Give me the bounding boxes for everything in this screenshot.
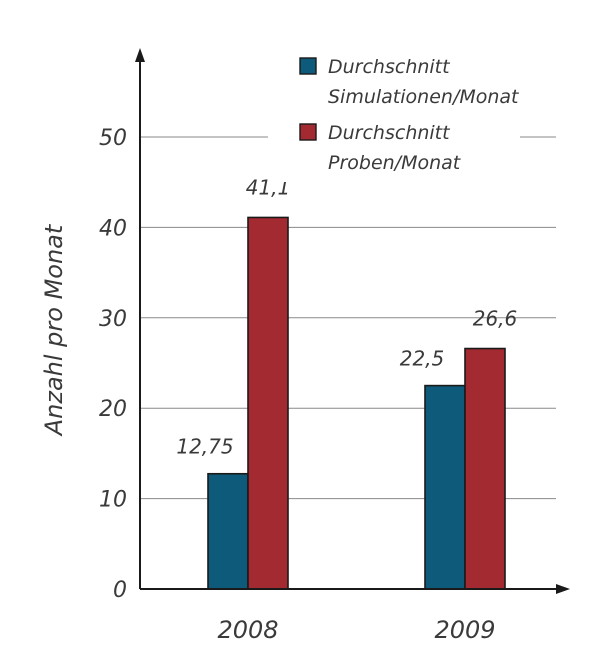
- legend-swatch: [299, 123, 317, 141]
- bars-layer: [207, 216, 506, 590]
- y-axis-title: Anzahl pro Monat: [40, 223, 68, 437]
- y-tick-label: 20: [99, 397, 127, 422]
- legend-swatch: [299, 57, 317, 75]
- y-tick-label: 40: [99, 216, 127, 241]
- y-axis-arrow: [135, 48, 145, 62]
- bar-simulationen-2009: [424, 384, 466, 590]
- legend-label: Proben/Monat: [328, 152, 462, 174]
- y-tick-label: 10: [99, 488, 127, 513]
- x-tick-label: 2009: [434, 616, 495, 644]
- axes-layer: [135, 48, 570, 594]
- x-axis-arrow: [556, 584, 570, 594]
- x-tick-label: 2008: [217, 616, 278, 644]
- bar-proben-2008: [247, 216, 289, 590]
- y-tick-label: 50: [99, 126, 127, 151]
- data-label: 26,6: [473, 307, 518, 331]
- legend-label: Simulationen/Monat: [328, 86, 520, 108]
- legend-label: Durchschnitt: [328, 56, 451, 78]
- bar-proben-2009: [464, 347, 506, 590]
- bar-simulationen-2008: [207, 472, 249, 590]
- y-tick-label: 0: [113, 578, 127, 603]
- y-tick-label: 30: [99, 307, 127, 332]
- data-label: 22,5: [400, 347, 445, 371]
- legend-label: Durchschnitt: [328, 122, 451, 144]
- legend: Durchschnitt Simulationen/Monat Durchschni…: [268, 50, 520, 182]
- data-label: 12,75: [176, 435, 233, 459]
